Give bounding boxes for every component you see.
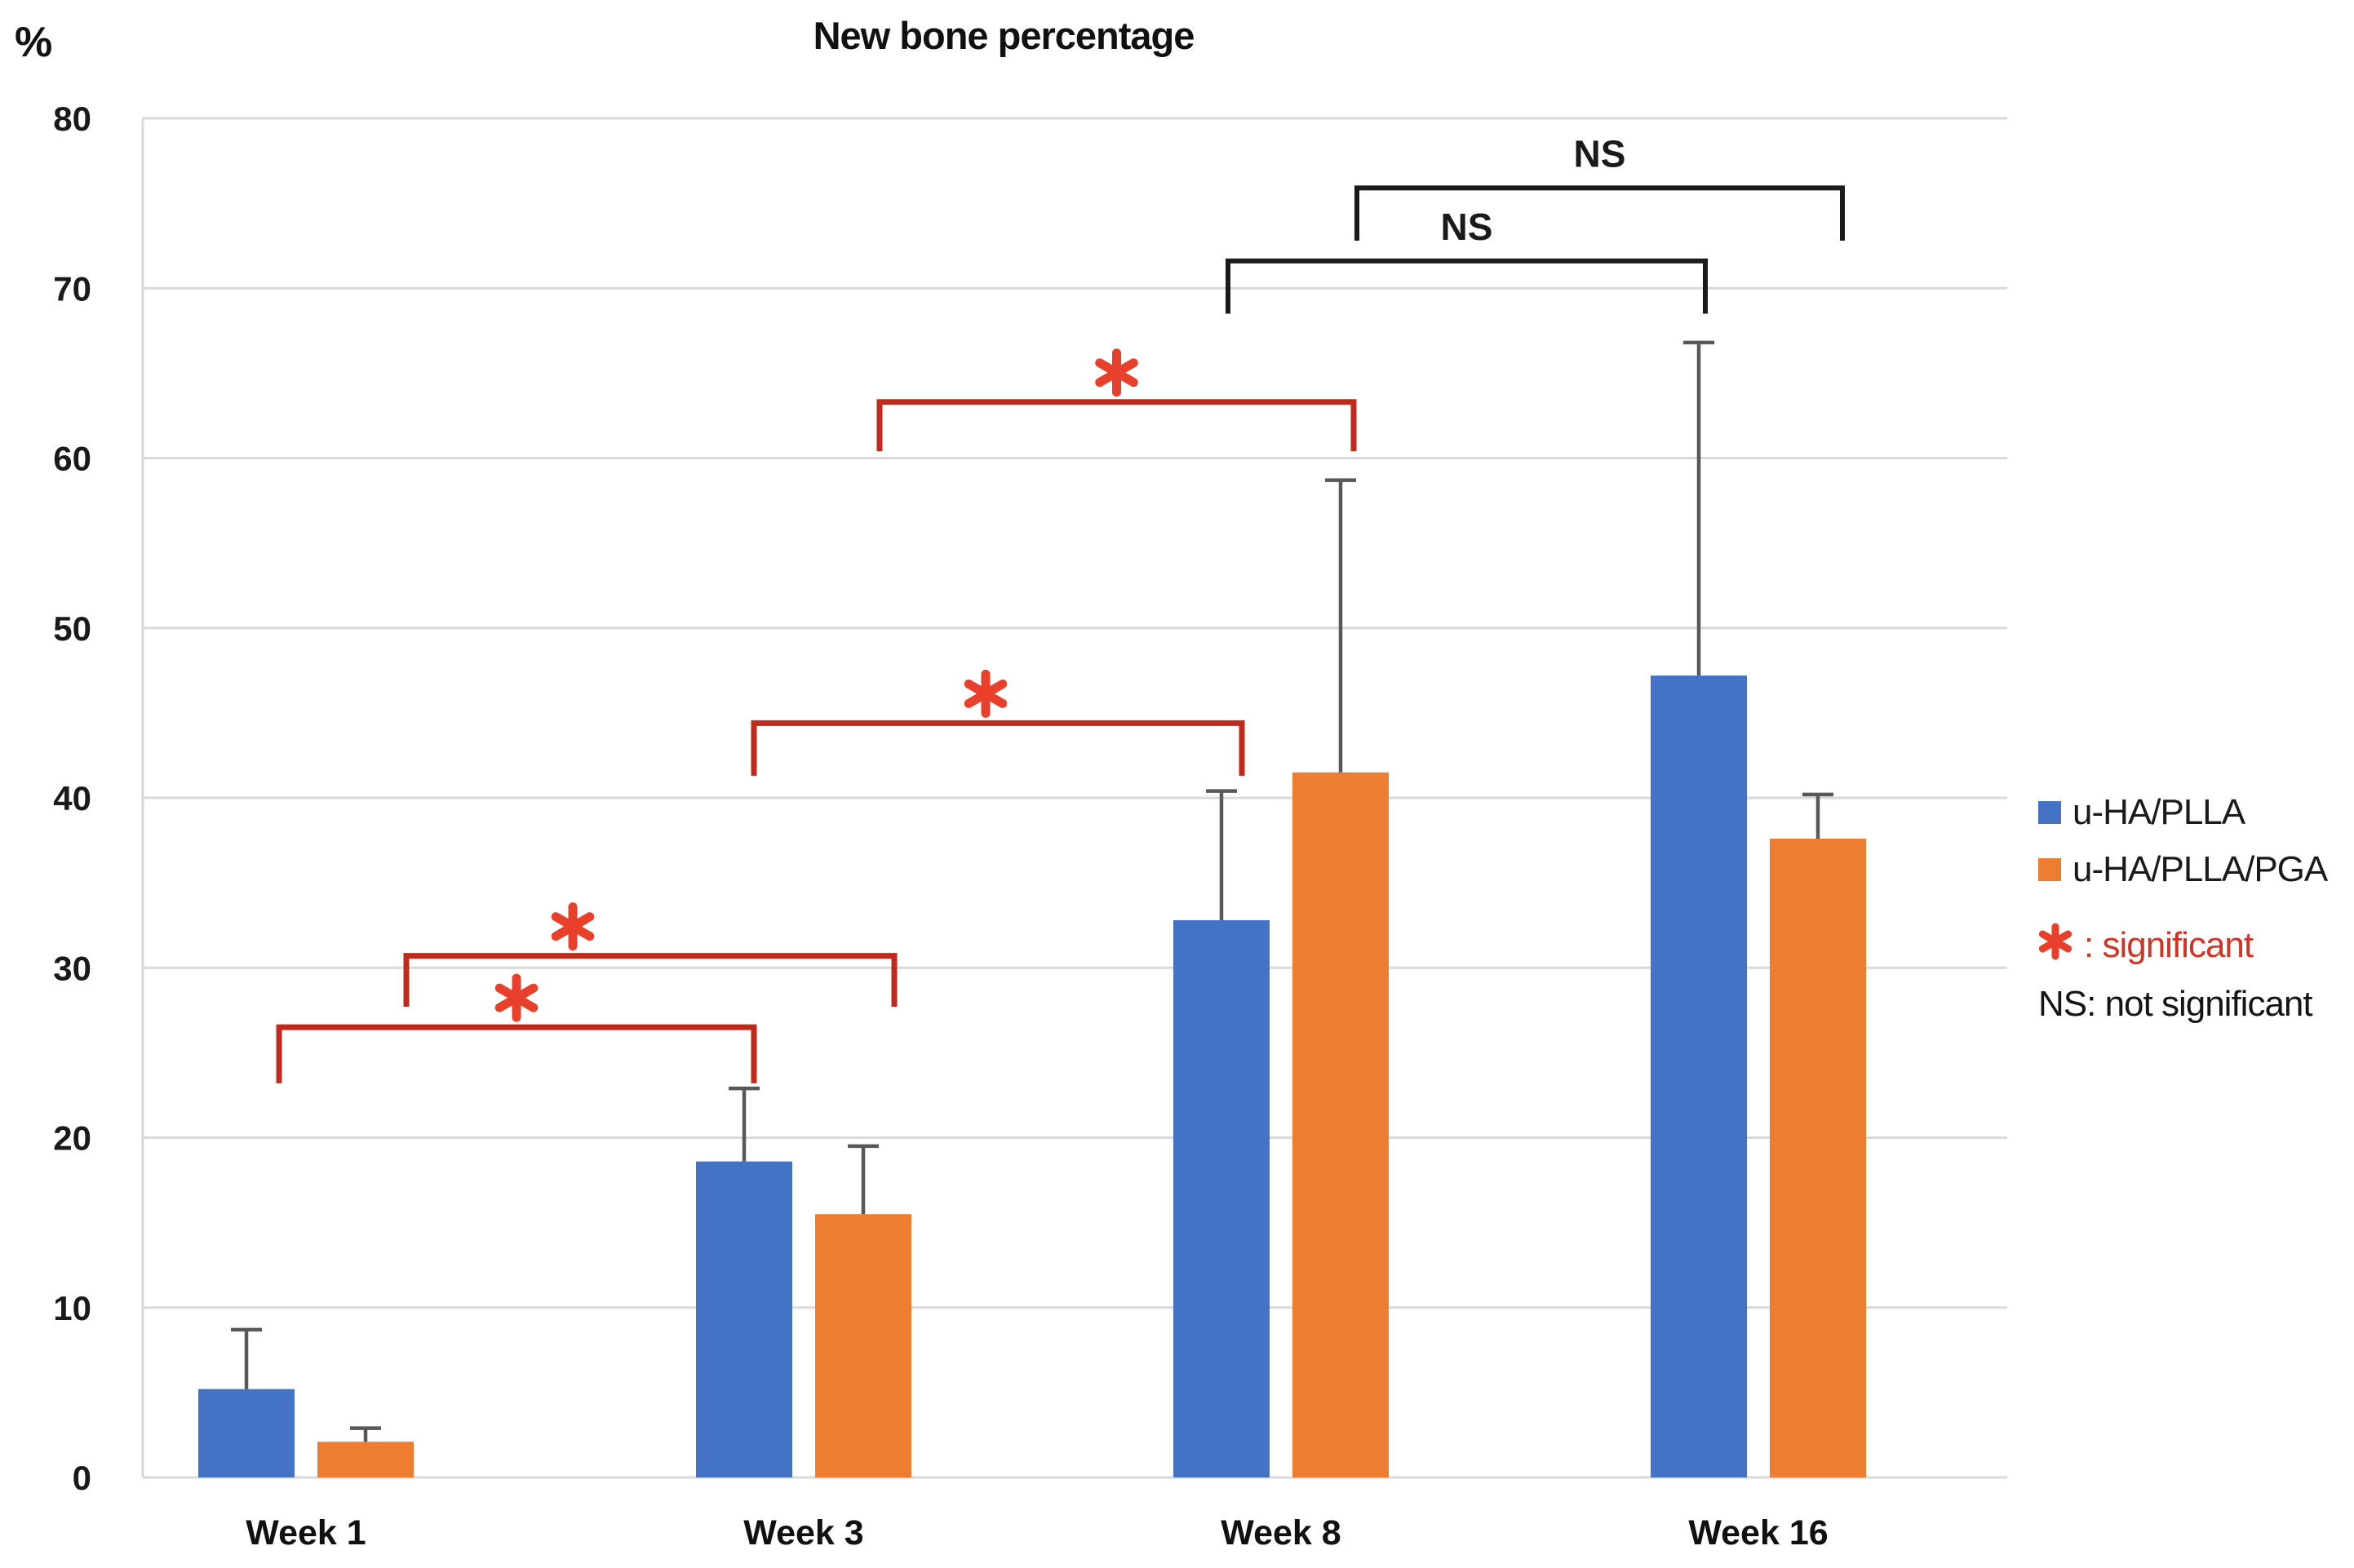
y-tick-label-40: 40 [53, 779, 91, 817]
significance-asterisk-2 [964, 669, 1008, 718]
x-label-week16: Week 16 [1688, 1513, 1828, 1552]
x-label-week1: Week 1 [246, 1513, 366, 1552]
significance-asterisk-3 [1095, 348, 1138, 397]
note-significant: : significant [2038, 920, 2254, 971]
bar-week3-blue [696, 1161, 792, 1477]
legend-swatch-orange [2038, 858, 2061, 881]
note-not-significant: NS: not significant [2038, 984, 2313, 1025]
legend-item-uha-plla-pga: u-HA/PLLA/PGA [2038, 849, 2328, 890]
bar-week8-blue [1173, 919, 1270, 1477]
y-tick-label-0: 0 [73, 1459, 91, 1497]
asterisk-stroke [551, 912, 595, 941]
significance-bracket-3 [876, 399, 1357, 452]
ns-bracket-5 [1354, 185, 1845, 241]
asterisk-stroke [494, 983, 539, 1012]
bar-week3-orange [815, 1214, 911, 1477]
x-label-week3: Week 3 [743, 1513, 863, 1552]
significance-asterisk-0 [494, 973, 539, 1022]
y-tick-label-30: 30 [53, 949, 91, 987]
legend-label: u-HA/PLLA/PGA [2072, 849, 2328, 889]
chart-title: New bone percentage [813, 14, 1195, 57]
significance-bracket-1 [403, 953, 898, 1008]
ns-label-5: NS [1574, 132, 1626, 175]
not-significant-note-text: NS: not significant [2038, 984, 2313, 1024]
significance-bracket-0 [276, 1024, 757, 1083]
y-tick-label-10: 10 [53, 1289, 91, 1327]
y-tick-label-50: 50 [53, 609, 91, 648]
bar-week16-blue [1651, 675, 1747, 1477]
significance-bracket-2 [751, 720, 1245, 776]
ns-bracket-4 [1226, 258, 1708, 314]
legend-item-uha-plla: u-HA/PLLA [2038, 792, 2245, 833]
y-tick-label-60: 60 [53, 440, 91, 478]
y-tick-label-80: 80 [53, 100, 91, 138]
bar-week1-orange [317, 1442, 414, 1477]
significant-asterisk-icon [2038, 923, 2072, 960]
legend-label: u-HA/PLLA [2072, 792, 2245, 832]
bar-week8-orange [1292, 772, 1389, 1477]
y-tick-label-70: 70 [53, 269, 91, 308]
y-axis-unit-label: % [15, 19, 53, 66]
ns-label-4: NS [1441, 206, 1493, 248]
significant-note-text: : significant [2084, 925, 2254, 965]
asterisk-stroke [1095, 358, 1138, 388]
x-label-week8: Week 8 [1221, 1513, 1341, 1552]
legend-swatch-blue [2038, 801, 2061, 824]
bar-week1-blue [198, 1389, 295, 1477]
significance-asterisk-1 [551, 902, 595, 951]
bar-week16-orange [1770, 838, 1866, 1477]
asterisk-stroke [964, 679, 1008, 708]
y-tick-label-20: 20 [53, 1119, 91, 1158]
